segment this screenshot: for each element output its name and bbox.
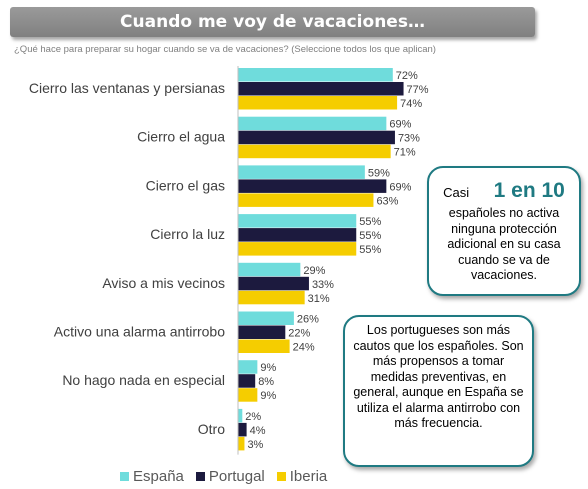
bar-iberia-cierro-el-agua bbox=[238, 144, 391, 159]
bar-espana-otro bbox=[238, 408, 243, 423]
category-label: Cierro las ventanas y persianas bbox=[29, 80, 225, 96]
bar-portugal-cierro-el-gas bbox=[238, 179, 387, 193]
bar-espana-aviso-a-mis-vecinos bbox=[238, 262, 301, 277]
category-label: Aviso a mis vecinos bbox=[102, 275, 225, 291]
title-bar: Cuando me voy de vacaciones… bbox=[10, 7, 535, 37]
legend-label: Iberia bbox=[289, 467, 328, 485]
data-label: 71% bbox=[394, 147, 416, 159]
data-label: 2% bbox=[245, 411, 261, 423]
callout-highlight: 1 en 10 bbox=[493, 179, 565, 202]
data-label: 3% bbox=[247, 439, 263, 451]
data-label: 4% bbox=[250, 425, 266, 437]
bar-espana-no-hago-nada-en-especial bbox=[238, 360, 258, 374]
legend-swatch bbox=[195, 471, 205, 481]
data-label: 55% bbox=[359, 230, 381, 242]
bar-portugal-cierro-la-luz bbox=[238, 228, 357, 242]
legend: España Portugal Iberia bbox=[120, 466, 339, 486]
bar-iberia-no-hago-nada-en-especial bbox=[238, 388, 258, 402]
bar-portugal-cierro-las-ventanas-y-persianas bbox=[238, 82, 404, 96]
data-label: 31% bbox=[308, 293, 330, 305]
data-label: 73% bbox=[398, 133, 420, 145]
category-label: Cierro el agua bbox=[137, 129, 225, 145]
callout-text: españoles no activa ninguna protección a… bbox=[447, 206, 561, 282]
legend-swatch bbox=[276, 471, 286, 481]
data-label: 55% bbox=[359, 216, 381, 228]
bar-espana-cierro-la-luz bbox=[238, 214, 357, 228]
bar-espana-cierro-el-agua bbox=[238, 116, 387, 131]
data-label: 9% bbox=[260, 390, 276, 402]
data-label: 24% bbox=[293, 342, 315, 354]
legend-item-espana: España bbox=[120, 468, 184, 485]
bar-iberia-otro bbox=[238, 436, 245, 451]
category-label: No hago nada en especial bbox=[62, 372, 225, 388]
callout-portugal: Los portugueses son más cautos que los e… bbox=[343, 315, 534, 467]
bar-portugal-cierro-el-agua bbox=[238, 130, 395, 145]
bar-iberia-cierro-las-ventanas-y-persianas bbox=[238, 96, 398, 110]
legend-item-iberia: Iberia bbox=[276, 467, 328, 485]
data-label: 22% bbox=[288, 328, 310, 340]
bar-espana-cierro-las-ventanas-y-persianas bbox=[238, 68, 393, 82]
callout-prefix: Casi bbox=[443, 185, 470, 200]
data-label: 77% bbox=[407, 84, 429, 96]
data-label: 33% bbox=[312, 279, 334, 291]
bar-iberia-cierro-la-luz bbox=[238, 242, 357, 256]
data-label: 69% bbox=[389, 181, 411, 193]
data-label: 72% bbox=[396, 70, 418, 82]
chart-title: Cuando me voy de vacaciones… bbox=[120, 12, 425, 32]
bar-iberia-aviso-a-mis-vecinos bbox=[238, 290, 305, 305]
data-label: 8% bbox=[258, 376, 274, 388]
bar-portugal-no-hago-nada-en-especial bbox=[238, 374, 256, 388]
bar-portugal-otro bbox=[238, 422, 247, 437]
data-label: 9% bbox=[260, 362, 276, 374]
bar-iberia-cierro-el-gas bbox=[238, 193, 374, 207]
chart-subtitle: ¿Qué hace para preparar su hogar cuando … bbox=[14, 44, 436, 55]
data-label: 29% bbox=[303, 265, 325, 277]
bar-portugal-activo-una-alarma-antirrobo bbox=[238, 325, 286, 339]
data-label: 74% bbox=[400, 98, 422, 110]
bar-espana-cierro-el-gas bbox=[238, 165, 365, 179]
data-label: 59% bbox=[368, 167, 390, 179]
category-label: Cierro el gas bbox=[146, 177, 225, 193]
data-label: 26% bbox=[297, 314, 319, 326]
bar-espana-activo-una-alarma-antirrobo bbox=[238, 311, 294, 325]
data-label: 69% bbox=[389, 119, 411, 131]
legend-swatch bbox=[120, 471, 129, 481]
bar-iberia-activo-una-alarma-antirrobo bbox=[238, 339, 290, 353]
bar-portugal-aviso-a-mis-vecinos bbox=[238, 276, 309, 291]
callout-espana: Casi 1 en 10 españoles no activa ninguna… bbox=[427, 166, 581, 296]
category-label: Cierro la luz bbox=[150, 226, 225, 242]
data-label: 63% bbox=[376, 195, 398, 207]
data-label: 55% bbox=[359, 244, 381, 256]
legend-item-portugal: Portugal bbox=[195, 467, 265, 485]
callout-text: Los portugueses son más cautos que los e… bbox=[353, 323, 524, 430]
legend-label: España bbox=[133, 467, 184, 485]
category-label: Activo una alarma antirrobo bbox=[54, 324, 225, 340]
category-label: Otro bbox=[198, 421, 225, 437]
legend-label: Portugal bbox=[208, 467, 265, 485]
